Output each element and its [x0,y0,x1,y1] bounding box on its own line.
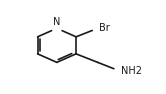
Text: NH2: NH2 [121,66,142,76]
Text: Br: Br [99,23,110,33]
Text: N: N [53,17,61,27]
